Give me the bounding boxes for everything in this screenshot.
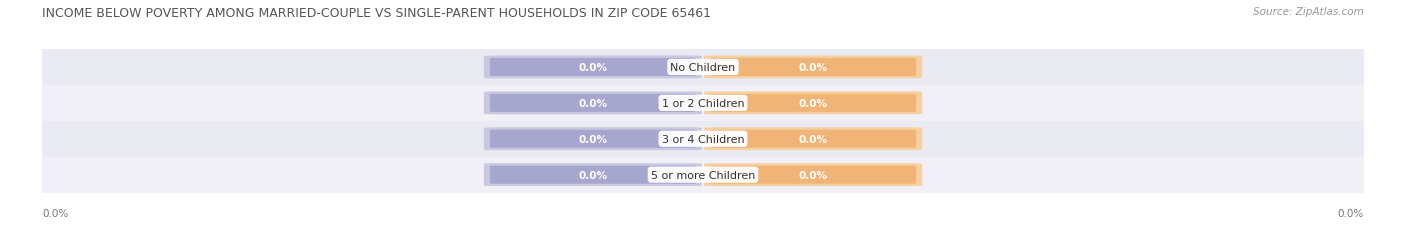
Text: 0.0%: 0.0%: [578, 170, 607, 180]
Text: 0.0%: 0.0%: [799, 98, 828, 108]
Text: 0.0%: 0.0%: [799, 63, 828, 73]
Text: INCOME BELOW POVERTY AMONG MARRIED-COUPLE VS SINGLE-PARENT HOUSEHOLDS IN ZIP COD: INCOME BELOW POVERTY AMONG MARRIED-COUPL…: [42, 7, 711, 20]
FancyBboxPatch shape: [710, 94, 917, 112]
FancyBboxPatch shape: [710, 130, 917, 148]
FancyBboxPatch shape: [489, 166, 696, 184]
Bar: [42, 85, 1364, 121]
Text: 0.0%: 0.0%: [578, 63, 607, 73]
FancyBboxPatch shape: [484, 128, 702, 151]
Text: 0.0%: 0.0%: [1337, 208, 1364, 218]
Text: 0.0%: 0.0%: [799, 134, 828, 144]
Text: 0.0%: 0.0%: [42, 208, 69, 218]
Text: 0.0%: 0.0%: [799, 170, 828, 180]
Bar: [42, 50, 1364, 85]
Text: 3 or 4 Children: 3 or 4 Children: [662, 134, 744, 144]
FancyBboxPatch shape: [710, 166, 917, 184]
Bar: [42, 121, 1364, 157]
FancyBboxPatch shape: [484, 56, 702, 79]
Text: 1 or 2 Children: 1 or 2 Children: [662, 98, 744, 108]
Text: 0.0%: 0.0%: [578, 98, 607, 108]
Text: 5 or more Children: 5 or more Children: [651, 170, 755, 180]
FancyBboxPatch shape: [484, 92, 702, 115]
Bar: [42, 157, 1364, 193]
Text: No Children: No Children: [671, 63, 735, 73]
FancyBboxPatch shape: [704, 128, 922, 151]
FancyBboxPatch shape: [704, 56, 922, 79]
FancyBboxPatch shape: [489, 130, 696, 148]
FancyBboxPatch shape: [489, 59, 696, 77]
FancyBboxPatch shape: [484, 164, 702, 186]
FancyBboxPatch shape: [704, 164, 922, 186]
FancyBboxPatch shape: [704, 92, 922, 115]
FancyBboxPatch shape: [710, 59, 917, 77]
FancyBboxPatch shape: [489, 94, 696, 112]
Text: 0.0%: 0.0%: [578, 134, 607, 144]
Text: Source: ZipAtlas.com: Source: ZipAtlas.com: [1253, 7, 1364, 17]
